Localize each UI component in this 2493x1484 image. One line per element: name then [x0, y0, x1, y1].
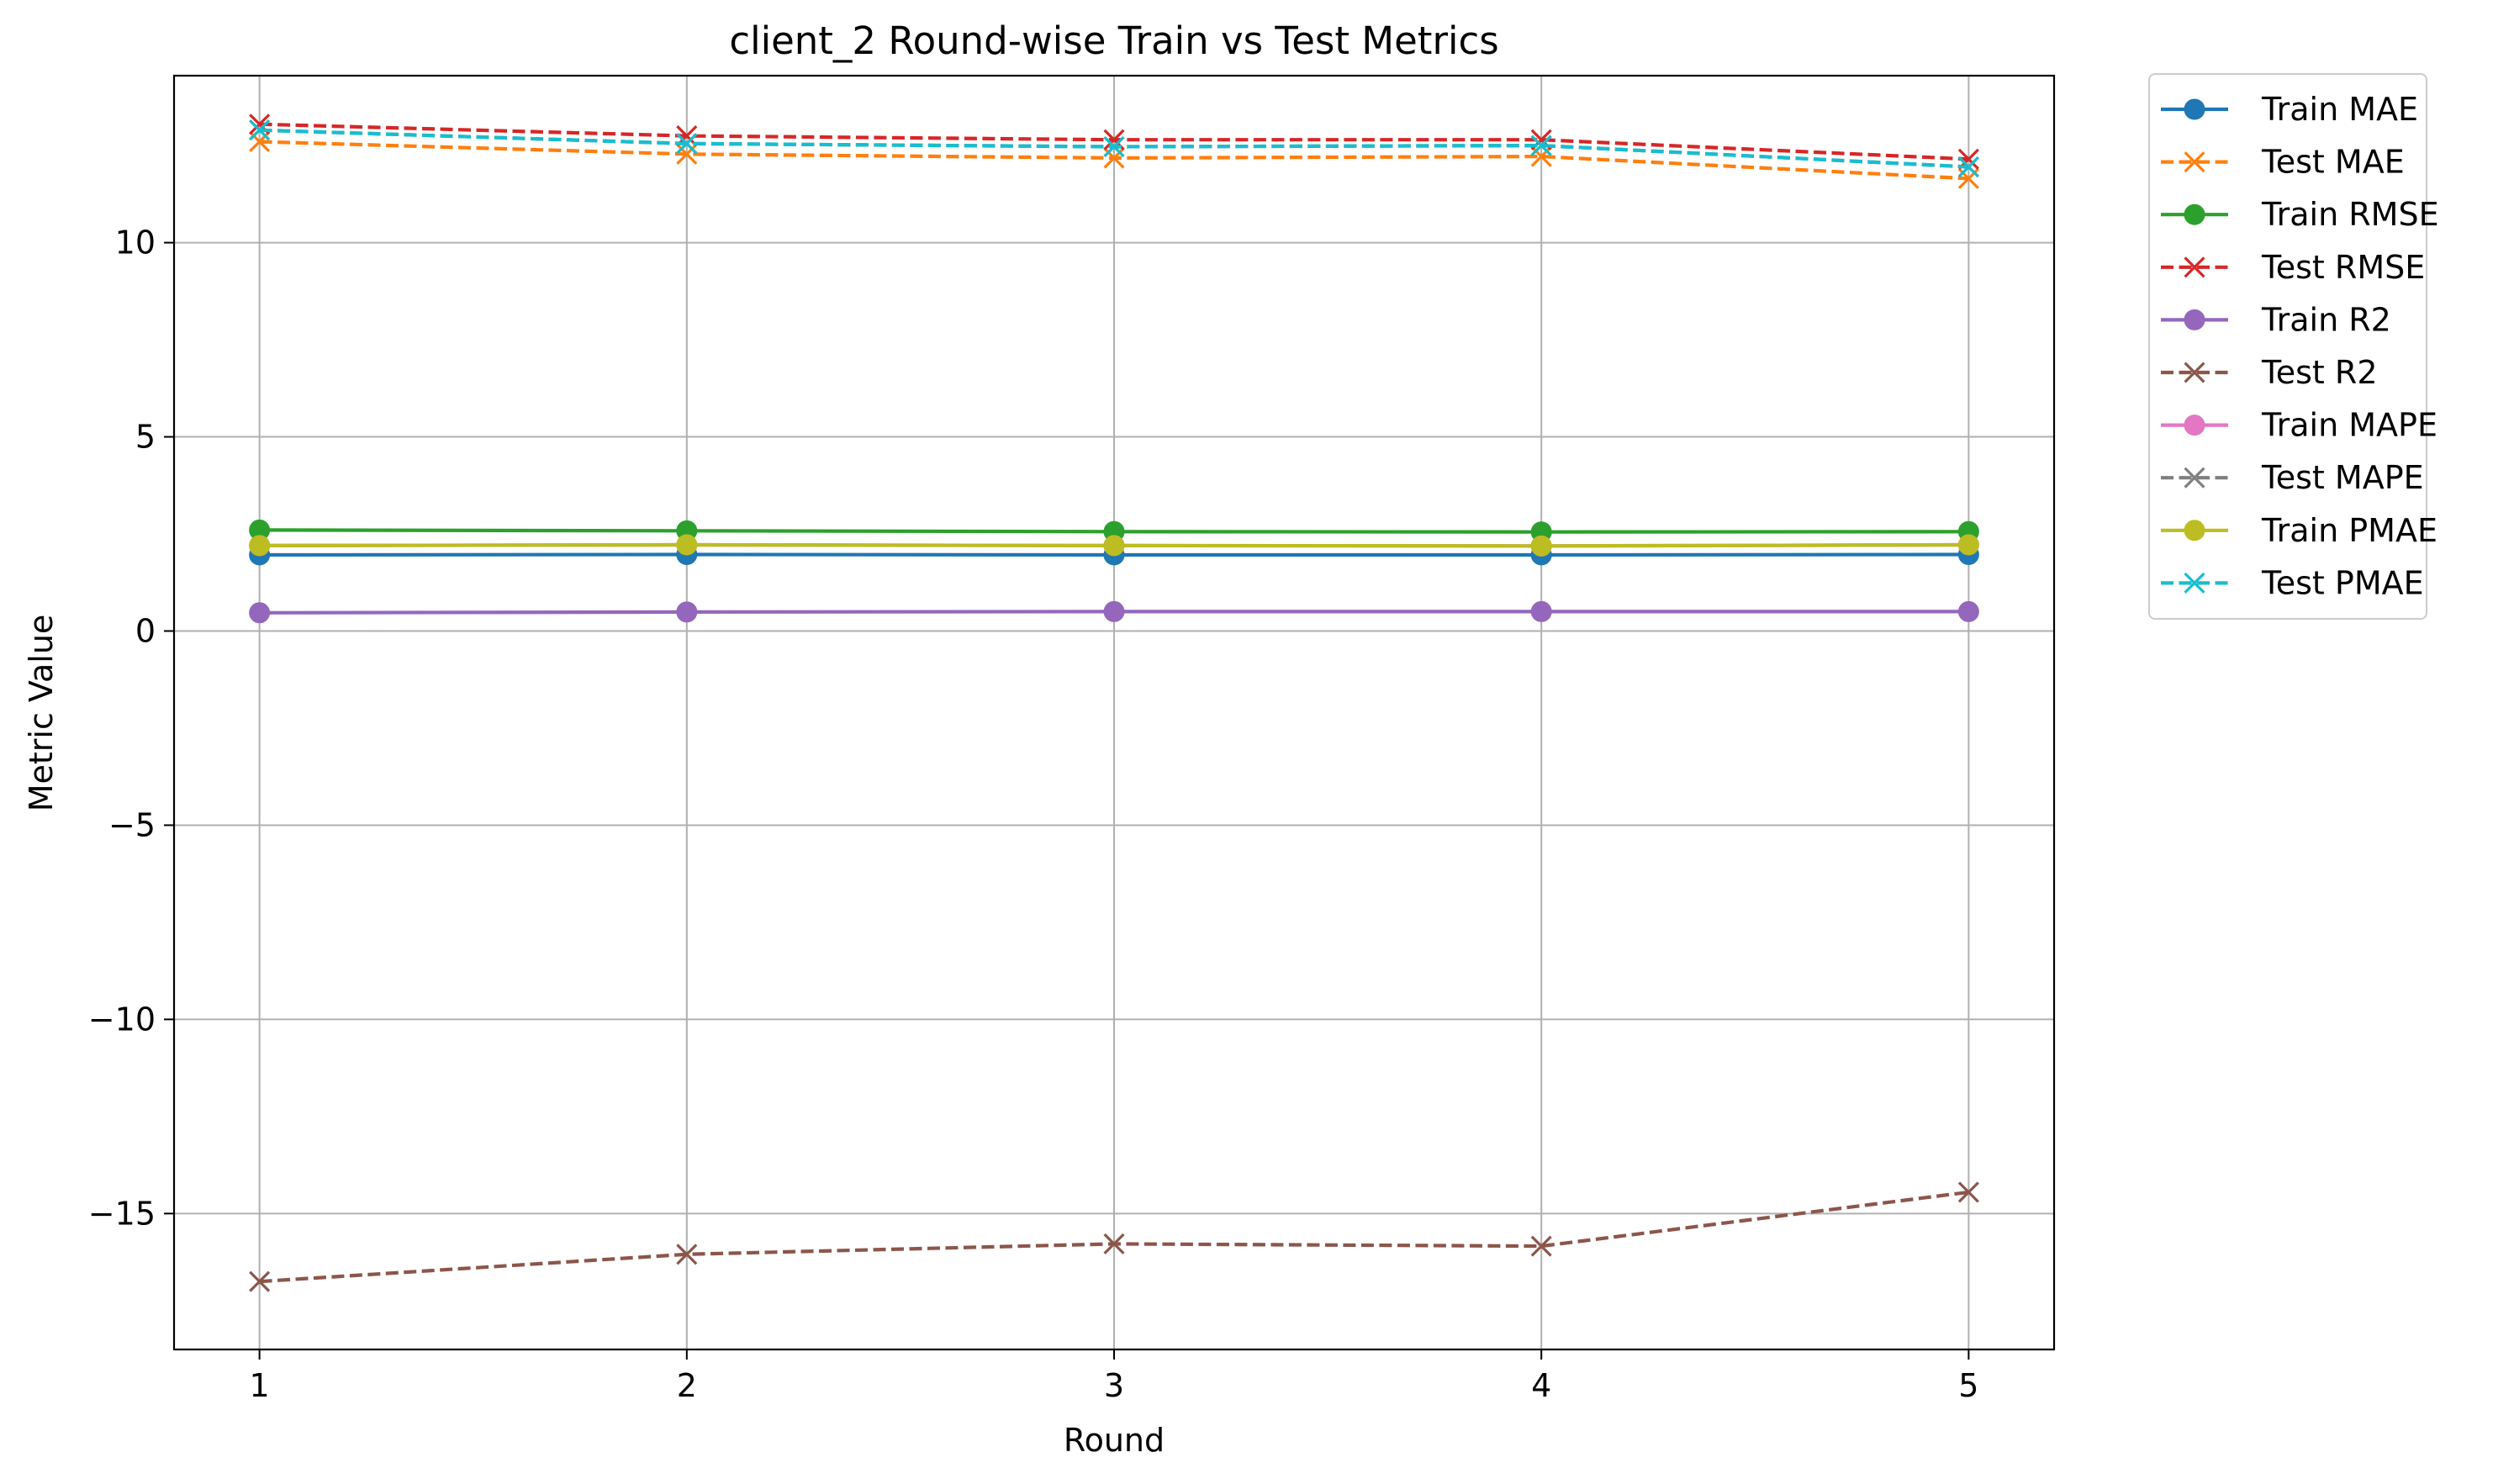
data-point-test-r2	[1530, 1235, 1552, 1257]
legend-label: Test MAPE	[2261, 459, 2424, 496]
marker-stroke	[249, 119, 271, 141]
legend-item-train-r2: Train R2	[2161, 301, 2391, 338]
marker-stroke	[2184, 362, 2205, 383]
marker-stroke	[1103, 129, 1125, 151]
series-test-r2	[249, 1181, 1979, 1292]
legend-label: Test R2	[2261, 354, 2378, 391]
legend-item-test-rmse: Test RMSE	[2161, 249, 2425, 286]
data-point-test-r2	[676, 1244, 698, 1265]
legend-box	[2148, 73, 2427, 620]
data-point-train-pmae	[1103, 535, 1125, 557]
legend-swatch-marker	[2184, 98, 2205, 120]
y-tick-label: −10	[88, 1001, 156, 1038]
data-point-train-pmae	[1530, 535, 1552, 557]
marker-stroke	[2184, 151, 2205, 173]
legend-label: Train R2	[2261, 301, 2391, 338]
y-tick-label: 5	[135, 419, 156, 456]
marker-stroke	[1957, 1181, 1979, 1203]
legend-label: Test RMSE	[2261, 249, 2425, 286]
legend-label: Train RMSE	[2261, 196, 2439, 233]
series-test-pmae	[249, 119, 1979, 178]
series-train-r2	[249, 600, 1979, 624]
legend-label: Test PMAE	[2261, 564, 2424, 601]
y-tick-label: −15	[88, 1195, 156, 1232]
legend-item-train-mape: Train MAPE	[2161, 407, 2438, 444]
legend-label: Train MAPE	[2261, 407, 2438, 444]
legend-label: Test MAE	[2261, 144, 2405, 181]
y-tick-label: 0	[135, 613, 156, 650]
y-tick-label: 10	[115, 224, 156, 261]
legend-swatch-marker	[2184, 203, 2205, 225]
marker-stroke	[676, 1244, 698, 1265]
legend-swatch-marker	[2184, 467, 2205, 489]
data-point-train-pmae	[676, 534, 698, 556]
series-test-mae	[249, 130, 1979, 189]
legend-item-test-mape: Test MAPE	[2161, 459, 2424, 496]
marker-stroke	[1957, 156, 1979, 178]
marker-stroke	[676, 133, 698, 155]
marker-stroke	[2184, 256, 2205, 278]
data-point-test-pmae	[1530, 135, 1552, 156]
legend-swatch-marker	[2184, 572, 2205, 594]
x-tick-label: 5	[1958, 1367, 1978, 1404]
marker-stroke	[1530, 135, 1552, 156]
data-point-train-r2	[1957, 600, 1979, 622]
legend-label: Train PMAE	[2261, 512, 2438, 549]
data-point-test-r2	[1957, 1181, 1979, 1203]
legend-label: Train MAE	[2261, 91, 2418, 128]
data-point-train-r2	[1530, 600, 1552, 622]
data-point-test-pmae	[1957, 156, 1979, 178]
data-point-train-pmae	[1957, 534, 1979, 556]
y-axis-label: Metric Value	[23, 615, 60, 812]
data-point-test-pmae	[676, 133, 698, 155]
data-point-train-pmae	[249, 535, 271, 557]
data-point-train-r2	[676, 601, 698, 623]
data-point-train-r2	[249, 602, 271, 624]
marker-stroke	[1530, 1235, 1552, 1257]
legend-item-test-mae: Test MAE	[2161, 144, 2405, 181]
data-point-test-mae	[676, 143, 698, 165]
marker-stroke	[1103, 135, 1125, 158]
marker-stroke	[249, 114, 271, 135]
legend-item-test-r2: Test R2	[2161, 354, 2378, 391]
legend-item-train-mae: Train MAE	[2161, 91, 2418, 128]
data-point-test-mae	[1530, 145, 1552, 167]
y-tick-label: −5	[108, 806, 156, 843]
marker-stroke	[1530, 145, 1552, 167]
x-axis-label: Round	[1064, 1422, 1165, 1459]
chart-title: client_2 Round-wise Train vs Test Metric…	[729, 18, 1498, 63]
data-point-test-pmae	[249, 119, 271, 141]
grid	[174, 76, 2054, 1349]
legend-item-test-pmae: Test PMAE	[2161, 564, 2424, 601]
series-train-pmae	[249, 534, 1979, 557]
series-group	[249, 114, 1979, 1292]
marker-stroke	[1103, 1233, 1125, 1254]
x-axis: 1 2 3 4 5	[250, 1349, 1978, 1404]
x-tick-label: 1	[250, 1367, 270, 1404]
legend-item-train-pmae: Train PMAE	[2161, 512, 2438, 549]
legend: Train MAE Test MAE Train RMSE Test RMSE Trai…	[2148, 73, 2439, 620]
data-point-train-r2	[1103, 600, 1125, 622]
x-tick-label: 3	[1104, 1367, 1124, 1404]
x-tick-label: 2	[677, 1367, 697, 1404]
legend-swatch-marker	[2184, 520, 2205, 541]
x-tick-label: 4	[1531, 1367, 1551, 1404]
legend-swatch-marker	[2184, 415, 2205, 436]
legend-item-train-rmse: Train RMSE	[2161, 196, 2439, 233]
data-point-test-r2	[249, 1270, 271, 1292]
y-axis: 10 5 0 −5 −10 −15	[88, 224, 174, 1232]
legend-swatch-marker	[2184, 256, 2205, 278]
data-point-test-pmae	[1103, 135, 1125, 158]
legend-swatch-marker	[2184, 309, 2205, 330]
data-point-test-r2	[1103, 1233, 1125, 1254]
legend-swatch-marker	[2184, 362, 2205, 383]
marker-stroke	[2184, 467, 2205, 489]
marker-stroke	[2184, 572, 2205, 594]
marker-stroke	[249, 1270, 271, 1292]
legend-swatch-marker	[2184, 151, 2205, 173]
marker-stroke	[676, 143, 698, 165]
